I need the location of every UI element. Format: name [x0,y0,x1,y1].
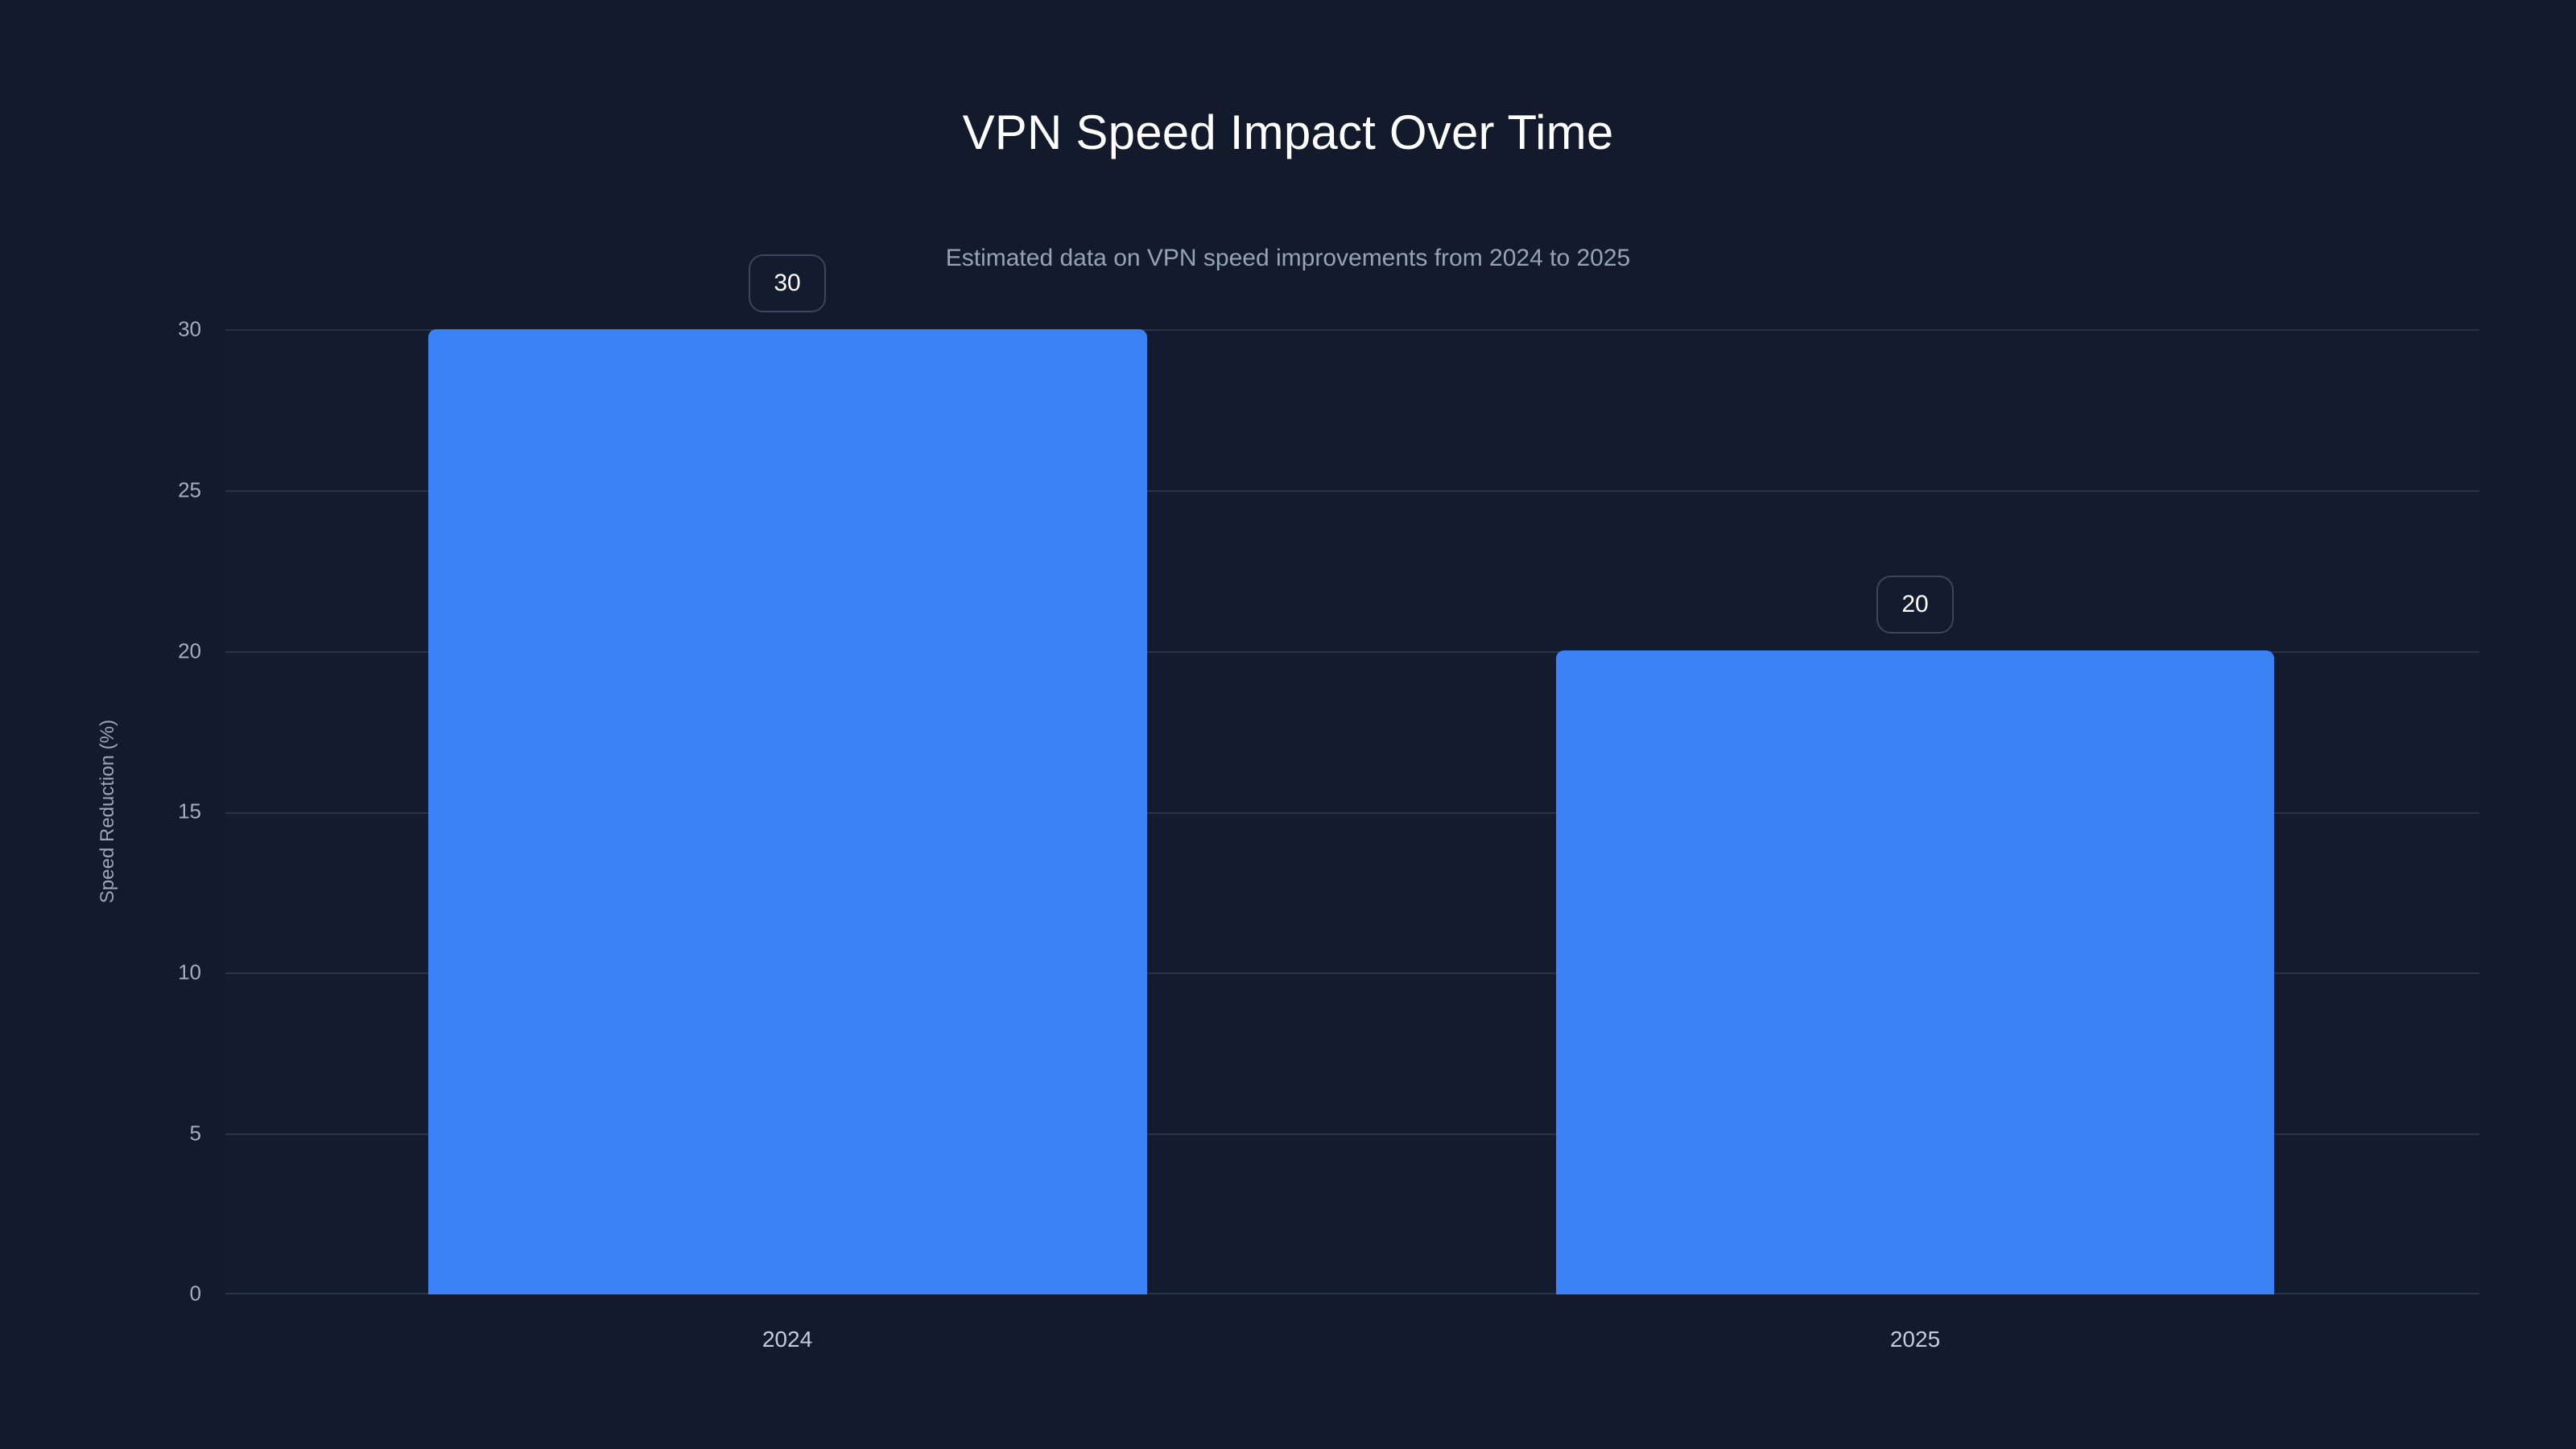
y-tick-15: 15 [113,799,201,824]
bar-2025[interactable] [1556,650,2274,1294]
bar-2024[interactable] [428,329,1147,1294]
value-badge-2025: 20 [1876,576,1954,634]
value-badge-text: 20 [1901,591,1929,617]
gridline-25 [225,489,2479,492]
y-tick-label: 0 [189,1281,201,1306]
y-tick-20: 20 [113,639,201,664]
chart-title: VPN Speed Impact Over Time [962,105,1614,159]
y-tick-30: 30 [113,317,201,342]
y-tick-label: 10 [178,960,201,985]
y-tick-label: 5 [189,1121,201,1146]
y-tick-5: 5 [113,1121,201,1146]
gridline-30 [225,329,2479,331]
y-tick-label: 20 [178,638,201,663]
y-tick-label: 15 [178,799,201,824]
y-tick-0: 0 [113,1282,201,1307]
y-axis-title: Speed Reduction (%) [97,719,118,904]
y-tick-25: 25 [113,478,201,503]
gridline-10 [225,972,2479,975]
x-tick-2024: 2024 [762,1327,813,1352]
value-badge-text: 30 [774,270,801,296]
value-badge-2024: 30 [749,254,826,312]
gridline-5 [225,1133,2479,1136]
x-tick-2025: 2025 [1889,1327,1941,1352]
y-tick-label: 25 [178,477,201,502]
chart-subtitle: Estimated data on VPN speed improvements… [945,245,1631,271]
y-tick-10: 10 [113,960,201,985]
gridline-0 [225,1293,2479,1294]
gridline-15 [225,811,2479,814]
gridline-20 [225,650,2479,653]
y-tick-label: 30 [178,316,201,341]
